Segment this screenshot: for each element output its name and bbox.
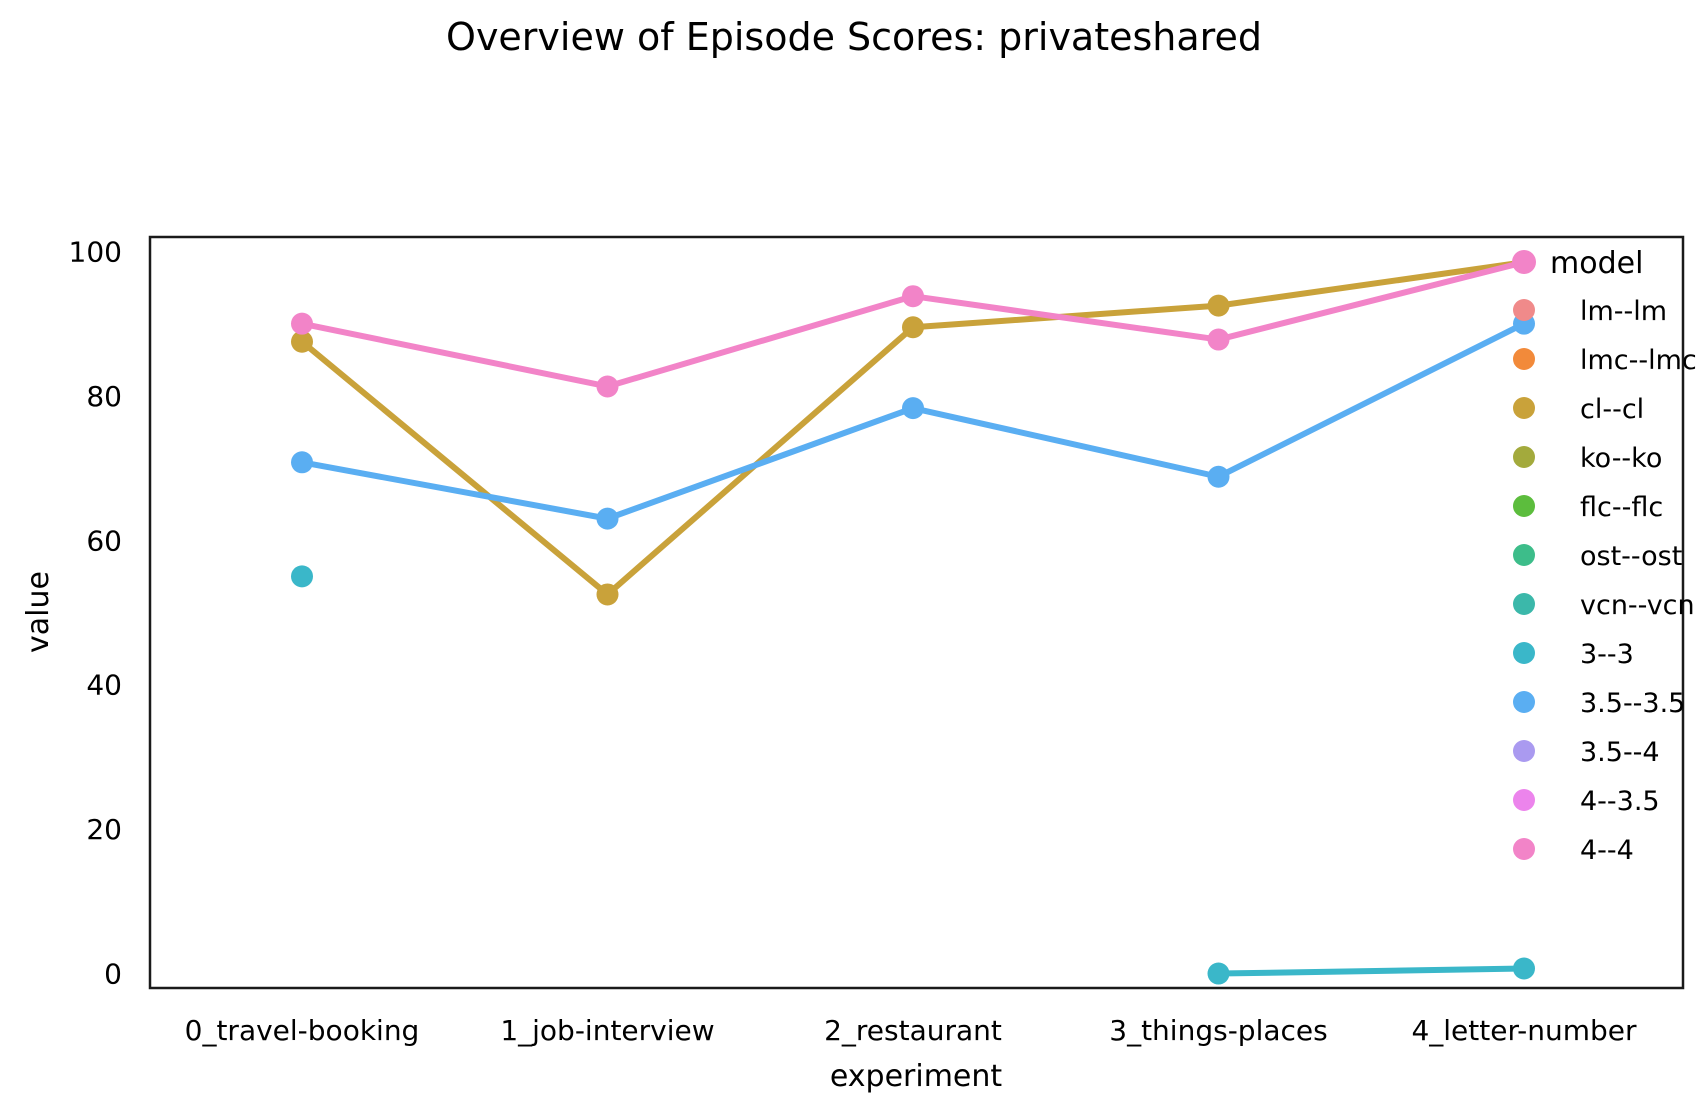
legend-label: vcn--vcn [1580,590,1695,621]
legend-label: ost--ost [1580,541,1682,572]
series-line-segment [299,459,611,522]
series-line-segment [299,320,611,390]
legend-marker [1513,691,1535,713]
data-point [291,312,313,335]
legend: model lm--lm lmc--lmc cl--cl ko--ko flc--flc… [1512,246,1697,866]
x-axis-ticks: 0_travel-booking 1_job-interview 2_restaur… [185,1014,1637,1047]
legend-label: cl--cl [1580,394,1644,425]
legend-marker [1513,348,1535,370]
series-line-segment [910,293,1222,343]
y-tick-label: 0 [104,958,122,991]
y-tick-label: 80 [86,380,122,413]
series-line-segment [299,338,611,598]
y-tick-label: 100 [69,235,122,268]
data-point [1207,294,1230,317]
data-point [902,397,924,420]
x-axis-label: experiment [830,1059,1003,1094]
x-tick-label: 0_travel-booking [185,1014,420,1047]
legend-marker [1513,446,1535,468]
series-line-segment [1215,320,1527,480]
series-line-segment [604,293,916,390]
legend-marker [1513,299,1535,321]
plot-frame [148,235,1685,990]
y-axis-label: value [21,571,56,653]
legend-label: lm--lm [1580,296,1667,327]
series-line-segment [1215,259,1527,343]
chart-title: Overview of Episode Scores: privateshare… [446,15,1262,59]
legend-label: 3.5--3.5 [1580,688,1685,719]
data-point [291,451,313,474]
series-3--3 [291,565,1535,985]
x-tick-label: 4_letter-number [1411,1014,1637,1047]
legend-label: 3.5--4 [1580,737,1660,768]
data-point [902,316,924,339]
data-point [596,507,619,530]
series-layer [291,251,1535,985]
data-point [1207,465,1230,488]
series-line-segment [1215,965,1527,977]
y-axis-ticks: 0 20 40 60 80 100 [69,235,122,990]
legend-marker [1513,495,1535,517]
series-line-segment [604,405,916,522]
legend-label: 3--3 [1580,639,1634,670]
legend-marker [1513,740,1535,762]
data-point [291,565,313,588]
series-line-segment [910,405,1222,480]
y-tick-label: 20 [86,813,122,846]
legend-marker [1513,544,1535,566]
data-point [902,285,924,308]
legend-marker [1513,642,1535,664]
data-point [1513,957,1535,980]
x-tick-label: 1_job-interview [500,1014,714,1047]
legend-title: model [1550,246,1643,281]
legend-label: ko--ko [1580,443,1662,474]
y-tick-label: 40 [86,669,122,702]
legend-marker [1513,397,1535,419]
x-tick-label: 3_things-places [1109,1014,1327,1047]
series-3.5--3.5 [291,312,1535,530]
legend-marker [1513,838,1535,860]
legend-marker [1513,593,1535,615]
legend-label: lmc--lmc [1580,345,1697,376]
data-point [291,330,313,353]
x-tick-label: 2_restaurant [824,1014,1002,1047]
y-tick-label: 60 [86,524,122,557]
data-point [1207,328,1230,351]
series-line-segment [1215,259,1527,309]
legend-title-marker [1512,250,1536,274]
data-point [1207,962,1230,985]
legend-label: 4--3.5 [1580,786,1660,817]
legend-label: 4--4 [1580,835,1634,866]
data-point [596,375,619,398]
legend-label: flc--flc [1580,492,1663,523]
legend-marker [1513,789,1535,811]
data-point [596,583,619,606]
